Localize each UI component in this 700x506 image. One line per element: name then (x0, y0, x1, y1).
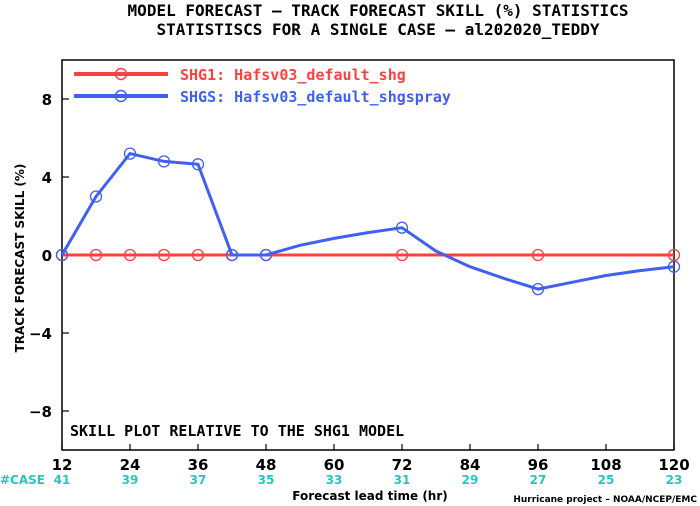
case-count: 29 (462, 473, 479, 487)
skill-annotation: SKILL PLOT RELATIVE TO THE SHG1 MODEL (70, 422, 404, 440)
x-tick-label: 84 (460, 456, 481, 474)
legend-marker-shgs (114, 89, 128, 103)
case-count: 27 (530, 473, 547, 487)
data-point-shgs (667, 260, 681, 273)
legend-label-shg1: SHG1: Hafsv03_default_shg (180, 66, 406, 84)
data-point-shgs (55, 248, 69, 262)
legend-label-shgs: SHGS: Hafsv03_default_shgspray (180, 88, 451, 106)
case-count: 25 (598, 473, 615, 487)
case-count: 31 (394, 473, 411, 487)
data-point-shg1 (191, 248, 205, 262)
x-tick-label: 60 (324, 456, 345, 474)
legend-marker-shg1 (114, 67, 128, 81)
y-axis-label: TRACK FORECAST SKILL (%) (13, 164, 27, 353)
chart-subtitle: STATISTISCS FOR A SINGLE CASE – al202020… (156, 20, 599, 39)
data-point-shgs (531, 282, 545, 296)
data-point-shg1 (395, 248, 409, 262)
case-label: #CASE (0, 473, 45, 487)
data-point-shg1 (123, 248, 137, 262)
case-count: 33 (326, 473, 343, 487)
x-tick-label: 24 (120, 456, 141, 474)
y-tick-label: 0 (42, 247, 52, 265)
data-point-shgs (259, 248, 273, 262)
case-count: 39 (122, 473, 139, 487)
case-count: 35 (258, 473, 275, 487)
x-tick-label: 12 (52, 456, 73, 474)
chart-title: MODEL FORECAST – TRACK FORECAST SKILL (%… (128, 1, 629, 20)
data-point-shg1 (89, 248, 103, 262)
data-point-shg1 (667, 248, 681, 262)
data-point-shg1 (531, 248, 545, 262)
data-point-shgs (191, 158, 205, 171)
case-count: 41 (54, 473, 71, 487)
x-axis-label: Forecast lead time (hr) (292, 489, 448, 503)
x-tick-label: 96 (528, 456, 549, 474)
data-point-shgs (123, 147, 137, 160)
x-tick-label: 48 (256, 456, 277, 474)
legend: SHG1: Hafsv03_default_shg SHGS: Hafsv03_… (74, 66, 451, 106)
y-tick-label: 8 (42, 91, 52, 109)
data-point-shgs (395, 221, 409, 234)
data-point-shgs (89, 190, 103, 203)
data-point-shg1 (157, 248, 171, 262)
y-tick-label: −8 (29, 403, 52, 421)
x-tick-label: 120 (658, 456, 689, 474)
y-tick-label: −4 (29, 325, 52, 343)
y-tick-label: 4 (42, 169, 52, 187)
series-line-shgs (60, 152, 675, 291)
x-tick-label: 108 (590, 456, 621, 474)
x-tick-label: 72 (392, 456, 413, 474)
x-tick-label: 36 (188, 456, 209, 474)
data-point-shgs (157, 155, 171, 168)
data-point-shgs (225, 248, 239, 262)
credit: Hurricane project – NOAA/NCEP/EMC (513, 495, 697, 505)
case-count: 23 (666, 473, 683, 487)
case-count: 37 (190, 473, 207, 487)
